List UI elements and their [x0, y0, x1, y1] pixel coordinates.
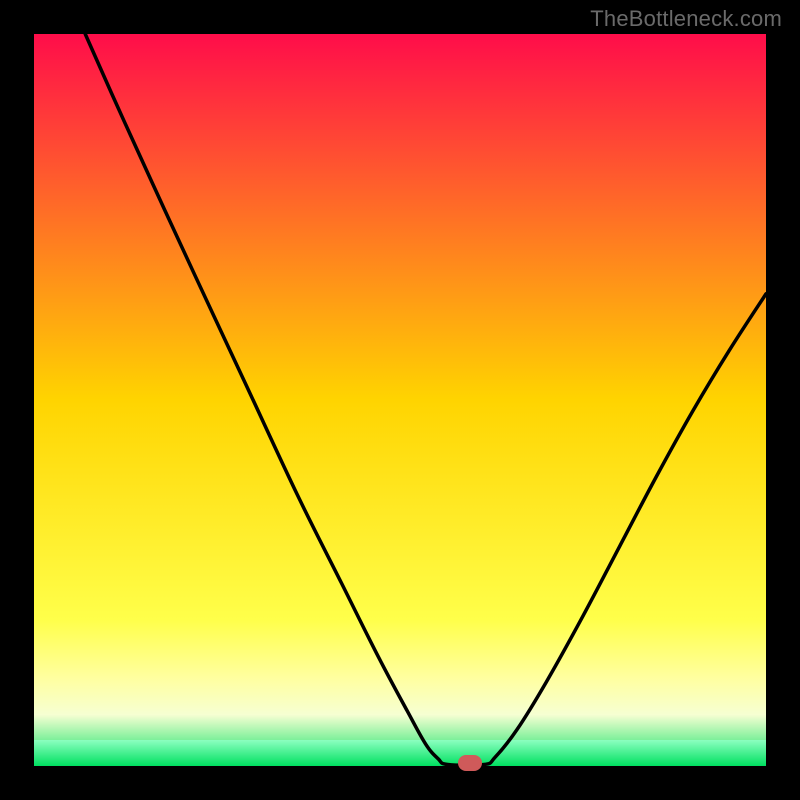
curve-layer [34, 34, 766, 766]
plot-area [34, 34, 766, 766]
chart-frame: TheBottleneck.com [0, 0, 800, 800]
watermark-text: TheBottleneck.com [590, 6, 782, 32]
v-curve-path [85, 34, 766, 765]
optimum-marker [458, 755, 482, 771]
